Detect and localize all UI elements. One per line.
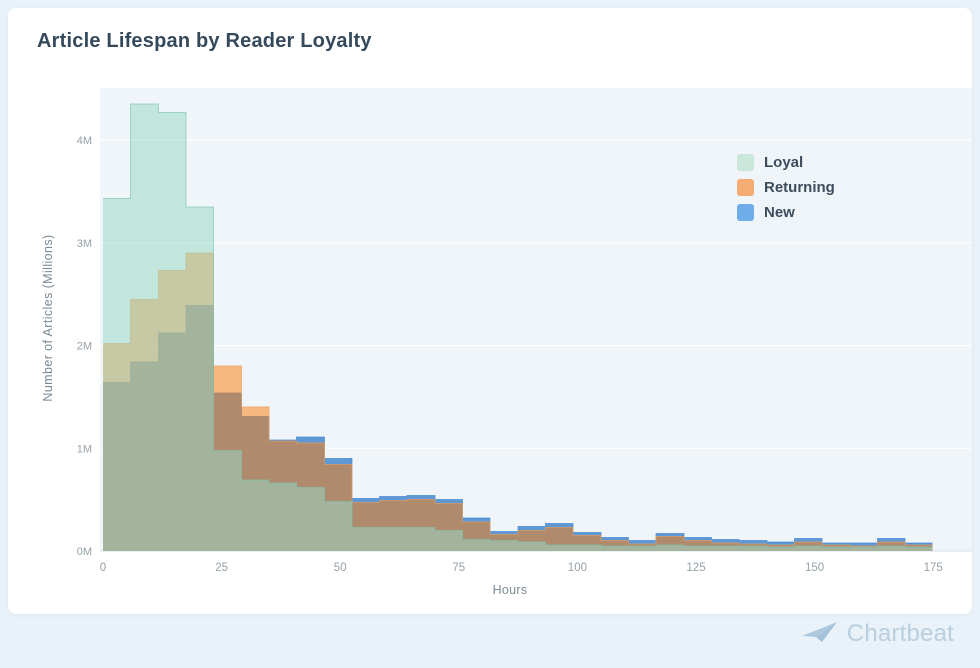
legend-swatch (737, 204, 754, 221)
legend-item-label: Returning (764, 179, 835, 196)
y-tick-label: 4M (77, 135, 92, 147)
legend-swatch (737, 179, 754, 196)
chartbeat-plane-icon (801, 622, 837, 642)
x-tick-label: 150 (805, 562, 824, 574)
legend-item-new[interactable]: New (737, 204, 835, 221)
x-tick-label: 175 (924, 562, 943, 574)
y-axis-title: Number of Articles (Millions) (41, 234, 55, 402)
x-tick-label: 75 (452, 562, 465, 574)
series-area-returning (103, 253, 933, 551)
x-tick-label: 50 (334, 562, 347, 574)
legend-item-label: Loyal (764, 154, 804, 171)
x-tick-label: 25 (215, 562, 228, 574)
x-tick-label: 100 (568, 562, 587, 574)
y-tick-label: 2M (77, 341, 92, 353)
legend-item-loyal[interactable]: Loyal (737, 154, 835, 171)
series-outline-loyal (103, 103, 933, 548)
legend-item-label: New (764, 204, 795, 221)
legend-item-returning[interactable]: Returning (737, 179, 835, 196)
page-title: Article Lifespan by Reader Loyalty (37, 30, 372, 52)
x-tick-label: 0 (100, 562, 106, 574)
y-tick-label: 3M (77, 238, 92, 250)
series-outline-returning (103, 252, 933, 547)
x-tick-label: 125 (686, 562, 705, 574)
legend-swatch (737, 154, 754, 171)
y-tick-label: 0M (77, 546, 92, 558)
article-lifespan-chart: 0 25 50 75 100 125 150 175 0M 1M 2M 3M 4M (77, 88, 972, 574)
chart-legend: Loyal Returning New (737, 154, 835, 221)
chart-card: Article Lifespan by Reader Loyalty 0 25 50… (8, 8, 972, 614)
chartbeat-logo-text: Chartbeat (846, 620, 954, 647)
chartbeat-logo: Chartbeat (801, 620, 954, 648)
y-tick-label: 1M (77, 443, 92, 455)
x-axis-title: Hours (492, 583, 528, 597)
